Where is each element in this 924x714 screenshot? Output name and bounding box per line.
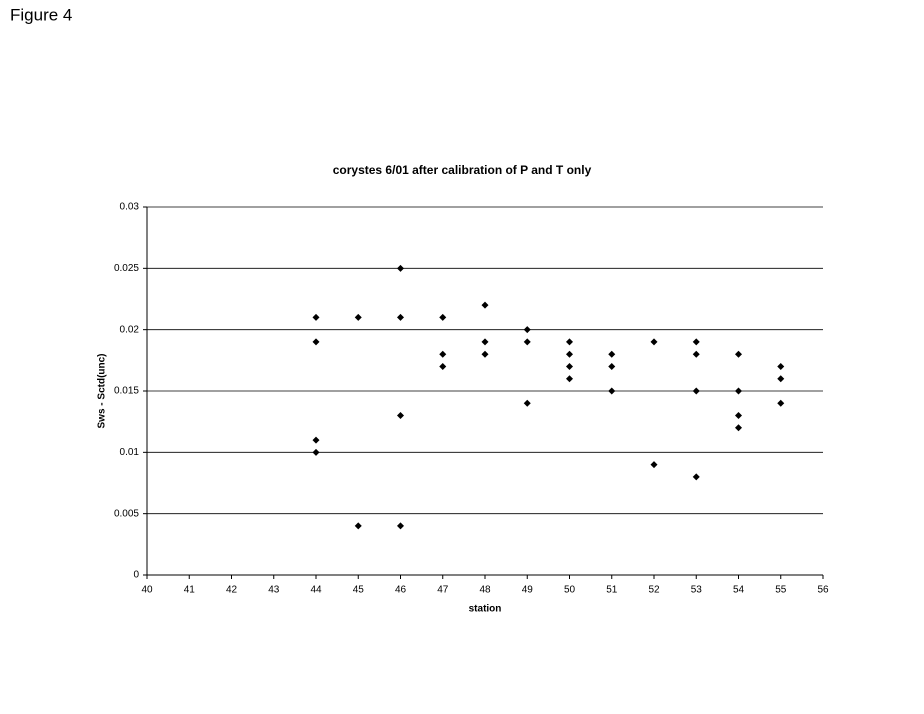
point <box>523 338 531 346</box>
point <box>354 313 362 321</box>
point <box>481 301 489 309</box>
point <box>692 473 700 481</box>
figure-label: Figure 4 <box>10 5 72 24</box>
point <box>481 350 489 358</box>
x-tick-label: 46 <box>395 585 407 596</box>
x-axis-label: station <box>469 604 502 615</box>
point <box>566 338 573 346</box>
point <box>439 313 447 321</box>
point <box>735 387 742 395</box>
point <box>566 362 573 370</box>
point <box>397 522 404 530</box>
point <box>523 326 531 334</box>
point <box>439 362 447 370</box>
x-tick-label: 53 <box>691 585 703 596</box>
point <box>650 338 658 346</box>
point <box>735 412 742 420</box>
x-tick-label: 41 <box>184 585 196 596</box>
point <box>397 412 404 420</box>
x-tick-label: 54 <box>733 585 745 596</box>
y-tick-label: 0 <box>133 570 139 581</box>
point <box>608 387 616 395</box>
point <box>481 338 489 346</box>
x-tick-label: 48 <box>479 585 491 596</box>
x-tick-label: 52 <box>648 585 660 596</box>
point <box>312 448 320 456</box>
chart-title: corystes 6/01 after calibration of P and… <box>333 163 592 177</box>
x-tick-label: 45 <box>353 585 365 596</box>
point <box>312 436 320 444</box>
y-axis-label: Sws - Sctd(unc) <box>97 353 108 428</box>
point <box>692 350 700 358</box>
point <box>523 399 531 407</box>
point <box>777 399 785 407</box>
x-tick-label: 49 <box>522 585 534 596</box>
point <box>312 313 320 321</box>
x-tick-label: 43 <box>268 585 280 596</box>
point <box>312 338 320 346</box>
point <box>354 522 362 530</box>
y-tick-label: 0.02 <box>120 324 140 335</box>
y-tick-label: 0.005 <box>114 508 139 519</box>
point <box>692 338 700 346</box>
point <box>692 387 700 395</box>
x-tick-label: 47 <box>437 585 449 596</box>
point <box>650 461 658 469</box>
x-tick-label: 56 <box>817 585 829 596</box>
x-tick-label: 42 <box>226 585 238 596</box>
y-tick-label: 0.01 <box>120 447 140 458</box>
x-tick-label: 40 <box>141 585 153 596</box>
point <box>397 264 404 272</box>
point <box>735 350 742 358</box>
y-tick-label: 0.03 <box>120 202 140 213</box>
point <box>397 313 404 321</box>
x-tick-label: 50 <box>564 585 576 596</box>
x-tick-label: 55 <box>775 585 787 596</box>
y-tick-label: 0.015 <box>114 386 139 397</box>
point <box>439 350 447 358</box>
point <box>608 362 616 370</box>
point <box>735 424 742 432</box>
point <box>566 350 573 358</box>
x-tick-label: 51 <box>606 585 618 596</box>
x-tick-label: 44 <box>310 585 322 596</box>
point <box>777 362 785 370</box>
point <box>608 350 616 358</box>
point <box>566 375 573 383</box>
y-tick-label: 0.025 <box>114 263 139 274</box>
point <box>777 375 785 383</box>
